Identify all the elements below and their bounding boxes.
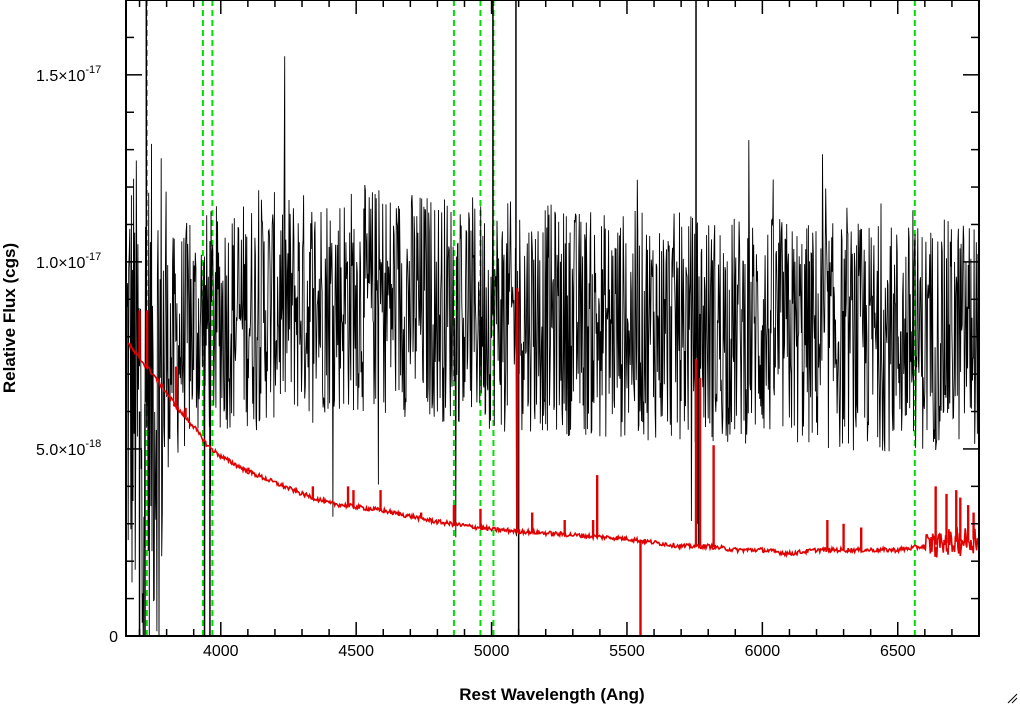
observed-spectrum-series	[126, 0, 979, 636]
axes-frame	[125, 0, 980, 637]
y-tick-exponent: -17	[85, 251, 101, 263]
y-tick-exponent: -18	[85, 438, 101, 450]
resize-grip-icon[interactable]	[1006, 692, 1018, 704]
y-tick-label: 5.0×10-18	[36, 438, 101, 459]
model-spectrum-line	[126, 341, 979, 559]
x-tick-label: 6000	[745, 643, 781, 660]
x-tick-label: 5500	[609, 643, 645, 660]
x-tick-label: 5000	[474, 643, 510, 660]
observed-spectrum-line	[126, 56, 979, 636]
x-tick-label: 4500	[338, 643, 374, 660]
x-tick-label: 4000	[203, 643, 239, 660]
y-tick-exponent: -17	[85, 64, 101, 76]
y-axis-title: Relative Flux (cgs)	[0, 243, 19, 393]
x-axis-ticks: 4000 4500 5000 5500 6000 6500	[138, 0, 980, 660]
y-tick-label: 1.5×10-17	[36, 64, 101, 85]
model-spectrum-series	[126, 288, 979, 636]
y-tick-label: 1.0×10-17	[36, 251, 101, 272]
reference-lines	[145, 0, 916, 636]
y-tick-label: 0	[109, 629, 118, 646]
plot-frame	[125, 0, 980, 637]
y-axis-ticks: 0 5.0×10-18 1.0×10-17 1.5×10-17	[36, 0, 979, 646]
x-tick-label: 6500	[880, 643, 916, 660]
x-axis-title: Rest Wavelength (Ang)	[459, 685, 644, 704]
